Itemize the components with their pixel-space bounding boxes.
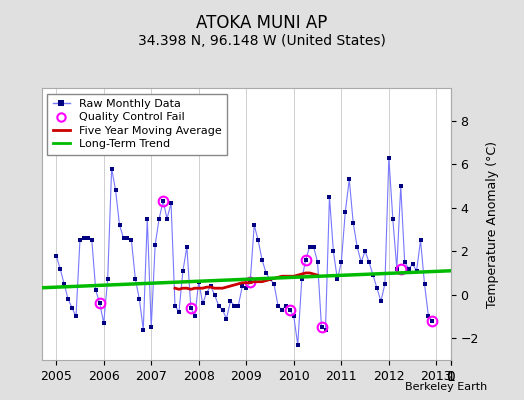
Y-axis label: Temperature Anomaly (°C): Temperature Anomaly (°C) bbox=[486, 140, 499, 308]
Legend: Raw Monthly Data, Quality Control Fail, Five Year Moving Average, Long-Term Tren: Raw Monthly Data, Quality Control Fail, … bbox=[48, 94, 227, 155]
Text: ATOKA MUNI AP: ATOKA MUNI AP bbox=[196, 14, 328, 32]
Text: 34.398 N, 96.148 W (United States): 34.398 N, 96.148 W (United States) bbox=[138, 34, 386, 48]
Text: Berkeley Earth: Berkeley Earth bbox=[405, 382, 487, 392]
